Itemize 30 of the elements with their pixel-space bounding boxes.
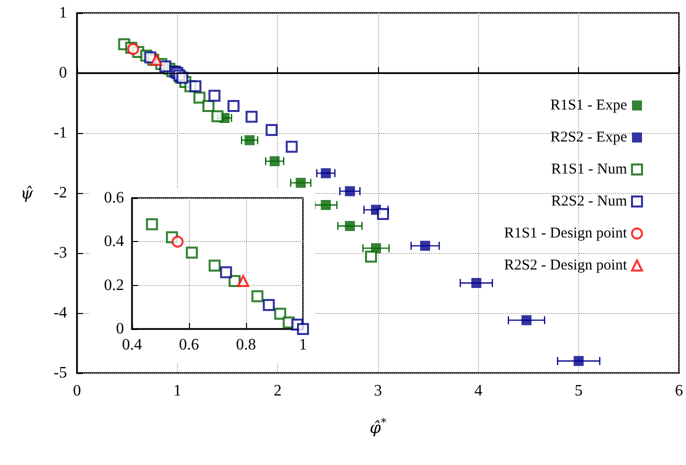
y-tick-label: 0.6 bbox=[104, 190, 124, 206]
y-tick-label: -1 bbox=[54, 124, 67, 142]
y-tick-label: 1 bbox=[59, 4, 67, 22]
y-tick-label: -3 bbox=[54, 244, 67, 262]
x-tick-label: 6 bbox=[675, 382, 683, 400]
x-tick-label: 0.4 bbox=[122, 336, 142, 354]
x-tick-label: 1 bbox=[299, 336, 307, 354]
x-tick-label: 2 bbox=[274, 382, 282, 400]
y-tick-label: 0 bbox=[59, 64, 67, 82]
legend-label: R1S1 - Expe bbox=[550, 98, 628, 114]
legend-label: R2S2 - Num bbox=[551, 194, 628, 210]
legend-label: R2S2 - Design point bbox=[504, 258, 628, 274]
x-tick-label: 0.8 bbox=[236, 336, 256, 354]
y-tick-label: -4 bbox=[54, 304, 67, 322]
x-axis-title: φ̂* bbox=[370, 416, 387, 437]
y-tick-label: -5 bbox=[54, 364, 67, 382]
x-tick-label: 0.6 bbox=[179, 336, 199, 354]
legend-label: R2S2 - Expe bbox=[550, 130, 628, 146]
legend-label: R1S1 - Design point bbox=[504, 226, 628, 242]
y-tick-label: 0.4 bbox=[104, 233, 124, 250]
legend-label: R1S1 - Num bbox=[551, 162, 628, 178]
y-axis-title: ψ̂ bbox=[20, 184, 34, 202]
x-tick-label: 4 bbox=[474, 382, 482, 400]
y-tick-label: 0.2 bbox=[104, 276, 124, 294]
x-tick-label: 5 bbox=[574, 382, 583, 400]
x-tick-label: 0 bbox=[73, 382, 81, 400]
x-tick-label: 1 bbox=[173, 382, 182, 400]
y-tick-label: -2 bbox=[54, 184, 67, 202]
x-tick-label: 3 bbox=[374, 382, 382, 400]
y-tick-label: 0 bbox=[116, 320, 124, 338]
